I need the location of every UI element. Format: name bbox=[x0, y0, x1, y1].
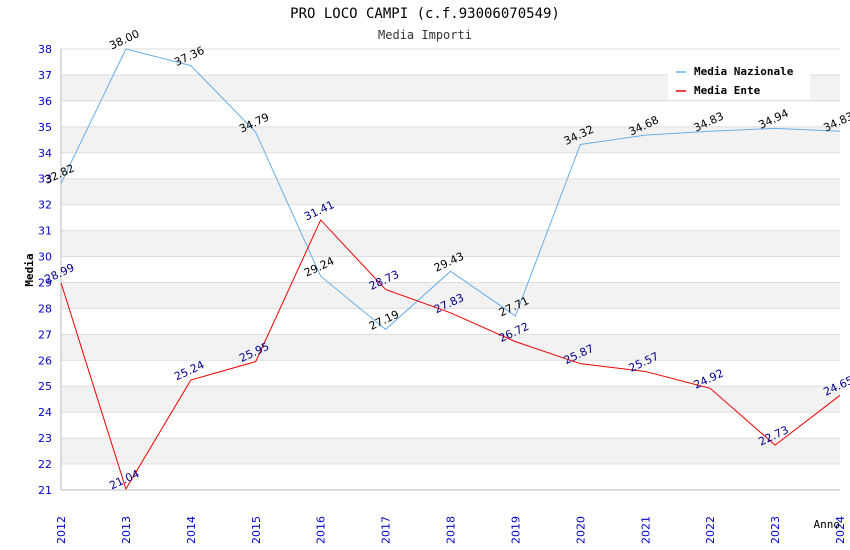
grid-band bbox=[61, 230, 840, 257]
series-lines bbox=[60, 48, 841, 491]
y-tick-label: 26 bbox=[38, 354, 52, 367]
background-bands bbox=[61, 74, 840, 465]
legend: Media Nazionale Media Ente bbox=[668, 60, 810, 100]
y-tick-label: 37 bbox=[38, 69, 52, 82]
x-tick-label: 2023 bbox=[769, 516, 782, 544]
y-tick-label: 34 bbox=[38, 147, 52, 160]
data-label: 21.04 bbox=[107, 467, 141, 492]
x-tick-label: 2012 bbox=[55, 516, 68, 544]
x-tick-label: 2019 bbox=[509, 516, 522, 544]
x-tick-label: 2022 bbox=[704, 516, 717, 544]
y-tick-label: 24 bbox=[38, 406, 52, 419]
y-tick-label: 31 bbox=[38, 225, 52, 238]
grid-band bbox=[61, 178, 840, 205]
x-tick-label: 2024 bbox=[834, 516, 847, 544]
legend-box bbox=[668, 60, 810, 100]
x-tick-label: 2021 bbox=[639, 516, 652, 544]
grid-band bbox=[61, 438, 840, 465]
y-tick-label: 25 bbox=[38, 380, 52, 393]
grid-band bbox=[61, 334, 840, 361]
x-axis-title: Anno bbox=[814, 518, 841, 531]
data-label: 29.24 bbox=[302, 255, 336, 280]
x-tick-label: 2015 bbox=[250, 516, 263, 544]
series-line-media-nazionale bbox=[60, 48, 841, 331]
chart-title: PRO LOCO CAMPI (c.f.93006070549) bbox=[290, 6, 560, 22]
y-tick-label: 28 bbox=[38, 302, 52, 315]
chart-subtitle: Media Importi bbox=[378, 28, 472, 42]
legend-label-media-ente: Media Ente bbox=[694, 84, 761, 97]
y-tick-label: 35 bbox=[38, 121, 52, 134]
y-tick-label: 36 bbox=[38, 95, 52, 108]
data-label: 27.19 bbox=[367, 308, 401, 333]
y-tick-label: 30 bbox=[38, 251, 52, 264]
x-tick-label: 2017 bbox=[380, 516, 393, 544]
x-tick-label: 2014 bbox=[185, 516, 198, 544]
y-tick-label: 23 bbox=[38, 432, 52, 445]
y-tick-label: 22 bbox=[38, 458, 52, 471]
y-tick-label: 27 bbox=[38, 328, 52, 341]
x-axis-ticks: 2012 2013 2014 2015 2016 2017 2018 2019 2020 2021… bbox=[55, 516, 847, 544]
y-tick-label: 32 bbox=[38, 199, 52, 212]
y-tick-label: 29 bbox=[38, 276, 52, 289]
axes bbox=[60, 49, 840, 491]
x-tick-label: 2013 bbox=[120, 516, 133, 544]
grid-band bbox=[61, 386, 840, 413]
x-tick-label: 2018 bbox=[445, 516, 458, 544]
grid-band bbox=[61, 282, 840, 309]
x-tick-label: 2020 bbox=[574, 516, 587, 544]
y-tick-label: 33 bbox=[38, 173, 52, 186]
y-tick-label: 38 bbox=[38, 43, 52, 56]
x-tick-label: 2016 bbox=[315, 516, 328, 544]
y-axis-ticks: 21 22 23 24 25 26 27 28 29 30 31 32 33 34 35 36 37 38 bbox=[38, 43, 52, 497]
gridlines bbox=[61, 48, 840, 491]
y-tick-label: 21 bbox=[38, 484, 52, 497]
y-axis-title: Media bbox=[23, 253, 36, 286]
legend-label-media-nazionale: Media Nazionale bbox=[694, 65, 794, 78]
data-label: 25.24 bbox=[172, 358, 206, 383]
series-line-media-ente bbox=[60, 219, 841, 491]
